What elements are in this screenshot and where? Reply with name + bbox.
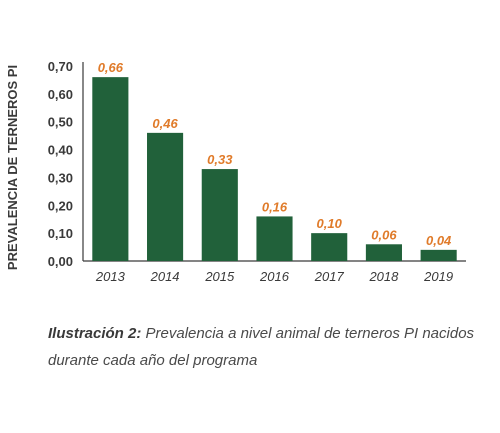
data-label-2015: 0,33 — [207, 152, 233, 167]
caption-text: Prevalencia a nivel animal de terneros P… — [48, 325, 475, 369]
x-tick-label-2017: 2017 — [314, 269, 345, 284]
figure-caption: Ilustración 2: Prevalencia a nivel anima… — [48, 320, 488, 374]
x-tick-label-2014: 2014 — [150, 269, 180, 284]
y-tick-label: 0,40 — [48, 143, 73, 158]
y-tick-label: 0,10 — [48, 226, 73, 241]
bar-2013 — [92, 77, 129, 262]
x-tick-label-2016: 2016 — [259, 269, 290, 284]
data-label-2014: 0,46 — [152, 116, 178, 131]
x-tick-label-2013: 2013 — [95, 269, 126, 284]
y-tick-label: 0,60 — [48, 87, 73, 102]
y-tick-label: 0,50 — [48, 115, 73, 130]
y-tick-label: 0,20 — [48, 198, 73, 213]
y-axis-title: PREVALENCIA DE TERNEROS PI — [5, 65, 20, 270]
bar-2016 — [256, 216, 293, 261]
data-label-2017: 0,10 — [317, 216, 343, 231]
data-label-2016: 0,16 — [262, 199, 288, 214]
x-tick-label-2018: 2018 — [368, 269, 399, 284]
bar-2018 — [365, 244, 402, 261]
x-tick-label-2015: 2015 — [204, 269, 235, 284]
data-label-2013: 0,66 — [98, 60, 124, 75]
bar-2017 — [311, 233, 348, 261]
y-tick-label: 0,70 — [48, 59, 73, 74]
bar-2019 — [420, 249, 457, 261]
bar-chart: PREVALENCIA DE TERNEROS PI 0,00 0,10 0,20 0,… — [5, 59, 466, 284]
data-label-2018: 0,06 — [371, 227, 397, 242]
x-tick-label-2019: 2019 — [423, 269, 453, 284]
y-tick-label: 0,00 — [48, 254, 73, 269]
caption-label: Ilustración 2: — [48, 325, 142, 342]
data-label-2019: 0,04 — [426, 233, 452, 248]
bar-2015 — [201, 169, 238, 261]
y-tick-label: 0,30 — [48, 170, 73, 185]
bar-2014 — [147, 132, 184, 261]
